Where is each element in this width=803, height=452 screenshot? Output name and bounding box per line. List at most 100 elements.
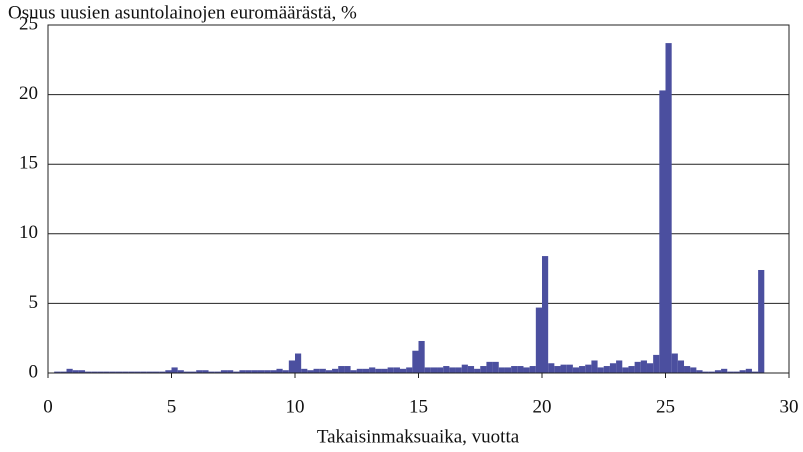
bar (616, 360, 623, 373)
y-tick-label: 10 (19, 222, 38, 243)
y-tick-label: 5 (29, 292, 39, 313)
bar (233, 371, 240, 373)
bar (295, 353, 302, 373)
bar (665, 43, 672, 373)
x-tick-label: 5 (167, 396, 177, 417)
y-tick-label: 0 (29, 361, 39, 382)
bar (60, 371, 67, 373)
bar (282, 370, 289, 373)
bar (646, 363, 654, 373)
bar (109, 371, 116, 373)
bar (579, 366, 586, 373)
bar (264, 370, 271, 373)
bar (640, 360, 647, 373)
bar (690, 367, 697, 373)
bar (375, 368, 382, 373)
bar (72, 370, 79, 373)
x-axis-label: Takaisinmaksuaika, vuotta (317, 426, 520, 447)
bar (381, 368, 388, 373)
bar (474, 368, 481, 373)
bar (486, 361, 493, 373)
bar (634, 361, 641, 373)
bar (733, 371, 740, 373)
bar (54, 371, 61, 373)
bar (535, 307, 542, 373)
bar (702, 371, 709, 373)
bar (684, 366, 691, 373)
bar (455, 367, 462, 373)
bar (597, 367, 604, 373)
bar (220, 370, 228, 373)
bar (251, 370, 258, 373)
bar (399, 368, 407, 373)
y-tick-label: 15 (19, 153, 38, 174)
bar (301, 368, 308, 373)
bar (467, 366, 475, 373)
bar (542, 256, 549, 373)
bar (159, 371, 166, 373)
bar (572, 367, 580, 373)
x-tick-label: 15 (409, 396, 428, 417)
y-tick-label: 20 (19, 83, 38, 104)
bar (128, 371, 135, 373)
bar (566, 364, 573, 373)
bar (603, 366, 610, 373)
bar (714, 370, 722, 373)
bar (288, 360, 295, 373)
bar (554, 366, 561, 373)
bar (751, 371, 759, 373)
bar (332, 368, 339, 373)
bar (362, 368, 370, 373)
x-tick-label: 25 (656, 396, 675, 417)
x-tick-label: 0 (43, 396, 53, 417)
bar (387, 367, 394, 373)
bar (406, 367, 413, 373)
bar (208, 371, 215, 373)
bar (134, 371, 141, 373)
bar (350, 370, 357, 373)
bar (146, 371, 153, 373)
bar (177, 370, 184, 373)
bar (171, 367, 178, 373)
bar (443, 366, 450, 373)
bar (152, 371, 160, 373)
bar (430, 367, 438, 373)
bar (85, 371, 92, 373)
bar (338, 366, 345, 373)
bar (66, 368, 73, 373)
bar (418, 340, 425, 373)
bar (653, 354, 660, 373)
bar (325, 370, 333, 373)
bar (190, 371, 197, 373)
bar (369, 367, 376, 373)
x-tick-label: 10 (286, 396, 305, 417)
bar (412, 350, 419, 373)
bar (504, 367, 512, 373)
bar (313, 368, 320, 373)
bar (461, 364, 468, 373)
bar (622, 367, 629, 373)
chart-title: Osuus uusien asuntolainojen euromäärästä… (8, 2, 357, 23)
bar (498, 367, 505, 373)
bar (758, 269, 765, 373)
bar (721, 368, 728, 373)
bar (196, 370, 203, 373)
bar (257, 370, 265, 373)
bar (245, 370, 252, 373)
bar (492, 361, 499, 373)
bar (437, 367, 444, 373)
bar (214, 371, 221, 373)
bar (609, 363, 617, 373)
plot-frame (47, 24, 790, 374)
bar (78, 370, 86, 373)
bar (449, 367, 456, 373)
x-tick-label: 20 (533, 396, 552, 417)
bar (276, 368, 283, 373)
bar (523, 367, 530, 373)
bar (517, 366, 524, 373)
bar (585, 364, 592, 373)
bar (393, 367, 400, 373)
bar (165, 370, 172, 373)
bar (103, 371, 110, 373)
bar (671, 353, 678, 373)
